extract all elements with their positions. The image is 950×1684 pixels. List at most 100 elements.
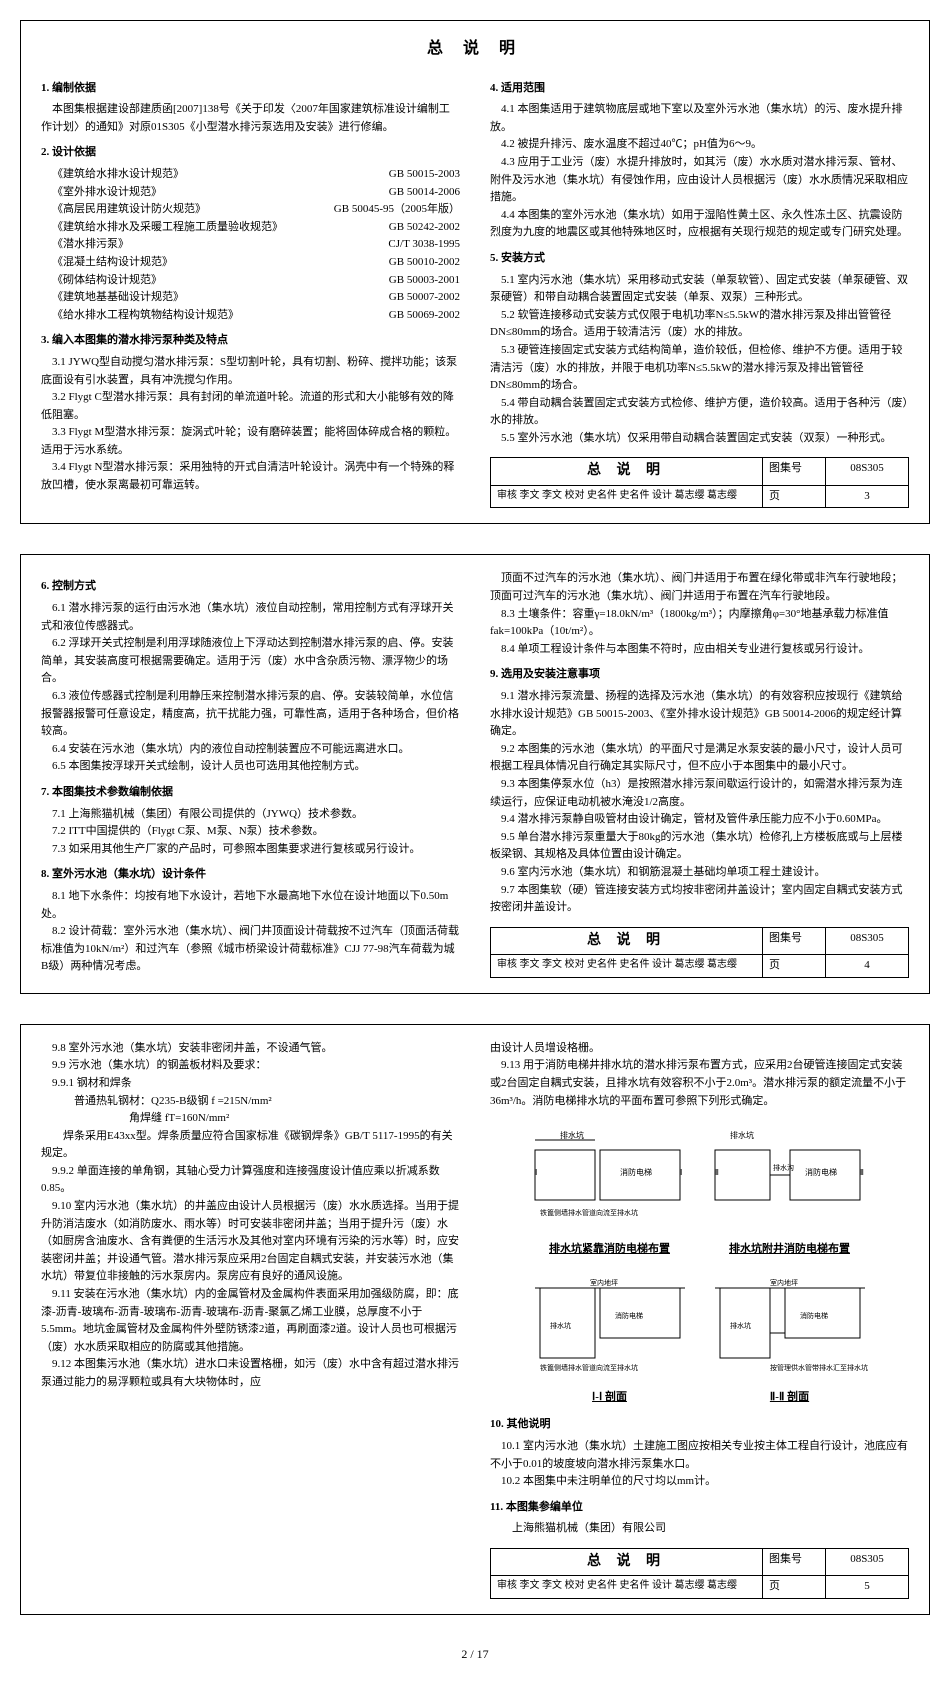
diag1-title: 排水坑紧靠消防电梯布置	[530, 1241, 690, 1259]
svg-text:Ⅱ: Ⅱ	[715, 1168, 719, 1177]
s11p1: 上海熊猫机械（集团）有限公司	[490, 1520, 909, 1538]
diagram-sec-2: 室内地坪 排水坑 消防电梯 按管理供水管带排水汇至排水坑 Ⅱ-Ⅱ 剖面	[710, 1268, 870, 1406]
s4p2: 4.2 被提升排污、废水温度不超过40℃；pH值为6～9。	[490, 136, 909, 154]
tb-page-m: 4	[826, 955, 908, 977]
s8p2: 8.2 设计荷载：室外污水池（集水坑）、阀门井顶面设计荷载按不过汽车（顶面活荷载…	[41, 923, 460, 976]
sec11-h: 11. 本图集参编单位	[490, 1499, 909, 1517]
tb-page-label: 页	[763, 486, 826, 508]
tb-album-label-b: 图集号	[763, 1549, 826, 1575]
plan1-svg: 排水坑 消防电梯 铁篦侧墙排水管道向流至排水坑 Ⅰ Ⅰ	[530, 1120, 690, 1230]
std-row: 《建筑地基基础设计规范》GB 50007-2002	[41, 289, 460, 307]
brp2: 9.13 用于消防电梯井排水坑的潜水排污泵布置方式，应采用2台硬管连接固定式安装…	[490, 1057, 909, 1110]
svg-text:Ⅱ: Ⅱ	[860, 1168, 864, 1177]
std-row: 《建筑给水排水及采暖工程施工质量验收规范》GB 50242-2002	[41, 219, 460, 237]
s6p4: 6.4 安装在污水池（集水坑）内的液位自动控制装置应不可能远离进水口。	[41, 741, 460, 759]
main-title: 总 说 明	[41, 36, 909, 62]
blp10: 9.12 本图集污水池（集水坑）进水口未设置格栅，如污（废）水中含有超过潜水排污…	[41, 1356, 460, 1391]
sec7-h: 7. 本图集技术参数编制依据	[41, 784, 460, 802]
tb-album-label-m: 图集号	[763, 928, 826, 954]
s9p1: 9.1 潜水排污泵流量、扬程的选择及污水池（集水坑）的有效容积应按现行《建筑给水…	[490, 688, 909, 741]
tb-row2: 审核 李文 李文 校对 史名件 史名件 设计 葛志缨 葛志缨	[491, 486, 763, 508]
blp4: 普通热轧钢材：Q235-B级钢 f =215N/mm²	[41, 1093, 460, 1111]
blp5: 角焊缝 fT=160N/mm²	[41, 1110, 460, 1128]
svg-text:室内地坪: 室内地坪	[770, 1278, 798, 1287]
s9p2: 9.2 本图集的污水池（集水坑）的平面尺寸是满足水泵安装的最小尺寸，设计人员可根…	[490, 741, 909, 776]
s4p1: 4.1 本图集适用于建筑物底层或地下室以及室外污水池（集水坑）的污、废水提升排放…	[490, 101, 909, 136]
svg-text:消防电梯: 消防电梯	[620, 1167, 652, 1177]
mid-left-col: 6. 控制方式 6.1 潜水排污泵的运行由污水池（集水坑）液位自动控制，常用控制…	[41, 570, 460, 977]
sec2-h: 2. 设计依据	[41, 144, 460, 162]
s4p4: 4.4 本图集的室外污水池（集水坑）如用于湿陷性黄土区、永久性冻土区、抗震设防烈…	[490, 207, 909, 242]
svg-text:Ⅰ: Ⅰ	[535, 1168, 537, 1177]
mid-right-col: 顶面不过汽车的污水池（集水坑）、阀门井适用于布置在绿化带或非汽车行驶地段；顶面可…	[490, 570, 909, 977]
svg-text:排水坑: 排水坑	[730, 1321, 751, 1330]
tb-row2-m: 审核 李文 李文 校对 史名件 史名件 设计 葛志缨 葛志缨	[491, 955, 763, 977]
sec1-title: Ⅰ-Ⅰ 剖面	[530, 1389, 690, 1407]
s9p3: 9.3 本图集停泵水位（h3）是按照潜水排污泵间歇运行设计的，如需潜水排污泵为连…	[490, 776, 909, 811]
title-block-mid: 总 说 明 图集号 08S305 审核 李文 李文 校对 史名件 史名件 设计 …	[490, 927, 909, 978]
blp8: 9.10 室内污水池（集水坑）的井盖应由设计人员根据污（废）水水质选择。当用于提…	[41, 1198, 460, 1286]
diag2-title: 排水坑附井消防电梯布置	[710, 1241, 870, 1259]
std-row: 《室外排水设计规范》GB 50014-2006	[41, 184, 460, 202]
tb-page-b: 5	[826, 1576, 908, 1598]
blp3: 9.9.1 钢材和焊条	[41, 1075, 460, 1093]
blp9: 9.11 安装在污水池（集水坑）内的金属管材及金属构件表面采用加强级防腐，即：底…	[41, 1286, 460, 1356]
s5p4: 5.4 带自动耦合装置固定式安装方式检修、维护方便，造价较高。适用于各种污（废）…	[490, 395, 909, 430]
tb-album-b: 08S305	[826, 1549, 908, 1575]
s7p2: 7.2 ITT中国提供的（Flygt C泵、M泵、N泵）技术参数。	[41, 823, 460, 841]
s5p2: 5.2 软管连接移动式安装方式仅限于电机功率N≤5.5kW的潜水排污泵及排出管管…	[490, 307, 909, 342]
svg-text:铁篦侧墙排水管道向流至排水坑: 铁篦侧墙排水管道向流至排水坑	[540, 1208, 638, 1217]
std-row: 《潜水排污泵》CJ/T 3038-1995	[41, 236, 460, 254]
frame-bot: 9.8 室外污水池（集水坑）安装非密闭井盖，不设通气管。 9.9 污水池（集水坑…	[20, 1024, 930, 1615]
tb-title-m: 总 说 明	[491, 928, 763, 954]
s3p1: 3.1 JYWQ型自动搅匀潜水排污泵：S型切割叶轮，具有切割、粉碎、搅拌功能；该…	[41, 354, 460, 389]
sec9-h: 9. 选用及安装注意事项	[490, 666, 909, 684]
std-list: 《建筑给水排水设计规范》GB 50015-2003《室外排水设计规范》GB 50…	[41, 166, 460, 324]
sec4-h: 4. 适用范围	[490, 80, 909, 98]
mrp2: 8.3 土壤条件：容重γ=18.0kN/m³（1800kg/m³）；内摩擦角φ=…	[490, 606, 909, 641]
svg-text:室内地坪: 室内地坪	[590, 1278, 618, 1287]
page-number: 2 / 17	[20, 1645, 930, 1664]
std-row: 《混凝土结构设计规范》GB 50010-2002	[41, 254, 460, 272]
svg-text:排水坑: 排水坑	[550, 1321, 571, 1330]
sec1-h: 1. 编制依据	[41, 80, 460, 98]
s10p1: 10.1 室内污水池（集水坑）土建施工图应按相关专业按主体工程自行设计，池底应有…	[490, 1438, 909, 1473]
s6p5: 6.5 本图集按浮球开关式绘制，设计人员也可选用其他控制方式。	[41, 758, 460, 776]
sec1-svg: 室内地坪 排水坑 消防电梯 铁篦侧墙排水管道向流至排水坑	[530, 1268, 690, 1378]
sec10-h: 10. 其他说明	[490, 1416, 909, 1434]
top-right-col: 4. 适用范围 4.1 本图集适用于建筑物底层或地下室以及室外污水池（集水坑）的…	[490, 72, 909, 509]
top-left-col: 1. 编制依据 本图集根据建设部建质函[2007]138号《关于印发〈2007年…	[41, 72, 460, 509]
svg-text:消防电梯: 消防电梯	[800, 1311, 828, 1320]
tb-page-label-m: 页	[763, 955, 826, 977]
sec1-p: 本图集根据建设部建质函[2007]138号《关于印发〈2007年国家建筑标准设计…	[41, 101, 460, 136]
bot-right-col: 由设计人员增设格栅。 9.13 用于消防电梯井排水坑的潜水排污泵布置方式，应采用…	[490, 1040, 909, 1599]
s8p1: 8.1 地下水条件：均按有地下水设计，若地下水最高地下水位在设计地面以下0.50…	[41, 888, 460, 923]
s9p6: 9.6 室内污水池（集水坑）和钢筋混凝土基础均单项工程土建设计。	[490, 864, 909, 882]
s6p1: 6.1 潜水排污泵的运行由污水池（集水坑）液位自动控制，常用控制方式有浮球开关式…	[41, 600, 460, 635]
tb-title: 总 说 明	[491, 458, 763, 484]
svg-text:排水坑: 排水坑	[560, 1130, 584, 1140]
svg-text:铁篦侧墙排水管道向流至排水坑: 铁篦侧墙排水管道向流至排水坑	[540, 1363, 638, 1372]
diagram-plan-1: 排水坑 消防电梯 铁篦侧墙排水管道向流至排水坑 Ⅰ Ⅰ 排水坑紧靠消防电梯布置	[530, 1120, 690, 1258]
s5p3: 5.3 硬管连接固定式安装方式结构简单，造价较低，但检修、维护不方便。适用于较清…	[490, 342, 909, 395]
title-block-bot: 总 说 明 图集号 08S305 审核 李文 李文 校对 史名件 史名件 设计 …	[490, 1548, 909, 1599]
tb-row2-b: 审核 李文 李文 校对 史名件 史名件 设计 葛志缨 葛志缨	[491, 1576, 763, 1598]
s9p7: 9.7 本图集软（硬）管连接安装方式均按非密闭井盖设计；室内固定自耦式安装方式按…	[490, 882, 909, 917]
plan2-svg: 排水沟 排水坑 消防电梯 Ⅱ Ⅱ	[710, 1120, 870, 1230]
sec5-h: 5. 安装方式	[490, 250, 909, 268]
std-row: 《高层民用建筑设计防火规范》GB 50045-95（2005年版）	[41, 201, 460, 219]
svg-text:Ⅰ: Ⅰ	[680, 1168, 682, 1177]
frame-top: 总 说 明 1. 编制依据 本图集根据建设部建质函[2007]138号《关于印发…	[20, 20, 930, 524]
s7p1: 7.1 上海熊猫机械（集团）有限公司提供的（JYWQ）技术参数。	[41, 806, 460, 824]
blp1: 9.8 室外污水池（集水坑）安装非密闭井盖，不设通气管。	[41, 1040, 460, 1058]
mrp1: 顶面不过汽车的污水池（集水坑）、阀门井适用于布置在绿化带或非汽车行驶地段；顶面可…	[490, 570, 909, 605]
tb-title-b: 总 说 明	[491, 1549, 763, 1575]
svg-text:消防电梯: 消防电梯	[805, 1167, 837, 1177]
sec8-h: 8. 室外污水池（集水坑）设计条件	[41, 866, 460, 884]
s5p1: 5.1 室内污水池（集水坑）采用移动式安装（单泵软管）、固定式安装（单泵硬管、双…	[490, 272, 909, 307]
title-block-top: 总 说 明 图集号 08S305 审核 李文 李文 校对 史名件 史名件 设计 …	[490, 457, 909, 508]
svg-text:消防电梯: 消防电梯	[615, 1311, 643, 1320]
s6p3: 6.3 液位传感器式控制是利用静压来控制潜水排污泵的启、停。安装较简单，水位信报…	[41, 688, 460, 741]
sec2-svg: 室内地坪 排水坑 消防电梯 按管理供水管带排水汇至排水坑	[710, 1268, 870, 1378]
bot-left-col: 9.8 室外污水池（集水坑）安装非密闭井盖，不设通气管。 9.9 污水池（集水坑…	[41, 1040, 460, 1599]
